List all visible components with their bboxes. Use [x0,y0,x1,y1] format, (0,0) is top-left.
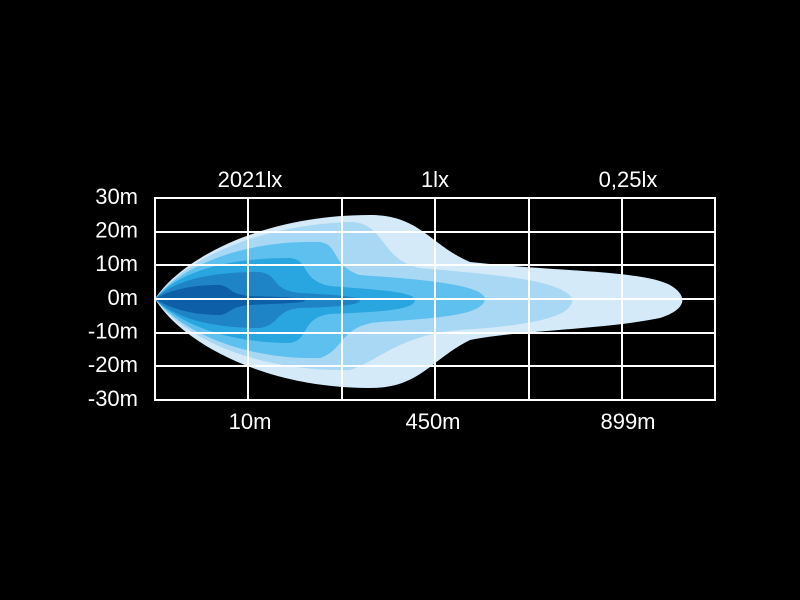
y-label: -20m [88,352,138,377]
y-label: 30m [95,184,138,209]
y-label: -10m [88,318,138,343]
grid [154,197,716,401]
x-label: 10m [229,409,272,434]
y-label: 20m [95,217,138,242]
y-label: -30m [88,386,138,411]
x-label: 450m [405,409,460,434]
x-label: 899m [600,409,655,434]
y-label: 10m [95,251,138,276]
lux-label: 1lx [421,167,449,192]
labels: 2021lx 1lx 0,25lx 10m 450m 899m 30m 20m 10m 0m -10… [88,167,657,434]
y-label: 0m [107,285,138,310]
lux-label: 0,25lx [599,167,658,192]
lux-label: 2021lx [218,167,283,192]
